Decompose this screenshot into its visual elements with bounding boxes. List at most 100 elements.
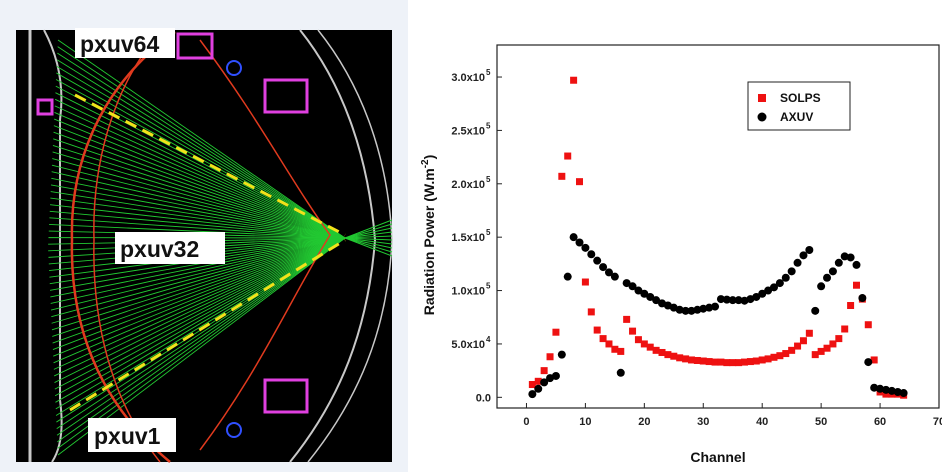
x-tick-label: 60 [874, 416, 886, 428]
y-tick-label: 5.0x10 [451, 339, 485, 351]
sightline-exit [344, 235, 393, 239]
label-pxuv64: pxuv64 [80, 31, 159, 57]
solps-point [735, 359, 743, 367]
sightline [57, 237, 346, 443]
axuv-point [899, 389, 908, 398]
inner-wall-port [36, 98, 54, 116]
axuv-point [781, 273, 790, 282]
axuv-point [799, 251, 808, 260]
axuv-point [752, 292, 761, 301]
plot-frame [496, 44, 940, 409]
y-axis-title: Radiation Power (W.m-2) [420, 155, 437, 316]
solps-point [717, 358, 725, 366]
sightline-exit [344, 237, 393, 245]
axuv-point [610, 272, 619, 281]
x-tick-label: 30 [697, 416, 709, 428]
solps-point [528, 381, 536, 389]
axuv-point [811, 306, 820, 315]
sightline [53, 237, 346, 370]
solps-point [640, 340, 648, 348]
sightline-exit [344, 237, 393, 249]
label-middle-background [115, 232, 225, 264]
solps-point [682, 355, 690, 363]
sightline [51, 237, 346, 331]
axuv-point [887, 386, 896, 395]
axuv-point [622, 279, 631, 288]
axuv-point [876, 384, 885, 393]
solps-point [870, 356, 878, 364]
label-top-background [75, 28, 175, 58]
legend-label: AXUV [780, 110, 813, 124]
axuv-point [734, 296, 743, 305]
solps-point [646, 343, 654, 351]
axuv-point [575, 238, 584, 247]
label-pxuv32: pxuv32 [120, 236, 199, 262]
sightline [50, 197, 346, 239]
sightline [52, 151, 346, 239]
axuv-point [705, 303, 714, 312]
solps-point [782, 350, 790, 358]
y-tick-exponent: 4 [486, 335, 491, 344]
solps-point [864, 321, 872, 329]
solps-point [611, 345, 619, 353]
axuv-point [534, 384, 543, 393]
solps-point [723, 359, 731, 367]
lower-coil-marker [226, 422, 242, 438]
sightline-fan [48, 39, 393, 456]
solps-point [623, 315, 631, 323]
axuv-point [864, 358, 873, 367]
axuv-point [581, 243, 590, 252]
sightline [50, 237, 346, 311]
axuv-point [593, 256, 602, 265]
x-axis-title: Channel [690, 449, 745, 465]
sightline-exit [344, 237, 393, 257]
lower-right-port-structure [263, 378, 309, 414]
sightline [51, 171, 346, 239]
label-bottom-background [88, 418, 176, 452]
axuv-point [693, 305, 702, 314]
solps-point [699, 357, 707, 365]
x-tick-label: 20 [638, 416, 650, 428]
axuv-point [699, 304, 708, 313]
solps-point [823, 344, 831, 352]
sightline [49, 210, 346, 239]
solps-point [587, 308, 595, 316]
sightline [49, 217, 346, 239]
solps-point [711, 358, 719, 366]
y-tick-exponent: 5 [486, 68, 491, 77]
axuv-point [823, 273, 832, 282]
sightline-exit [344, 223, 393, 239]
sightline [54, 118, 346, 239]
axuv-point [828, 267, 837, 276]
legend-items: SOLPS AXUV [757, 91, 821, 124]
axuv-point [681, 306, 690, 315]
label-pxuv1: pxuv1 [94, 423, 161, 449]
axuv-point [711, 302, 720, 311]
x-axis-ticks: 0 10 20 30 40 50 60 70 [523, 403, 942, 428]
axuv-point [563, 272, 572, 281]
legend-solps-marker [758, 94, 766, 102]
sightline [53, 237, 346, 377]
legend-label: SOLPS [780, 91, 821, 105]
solps-point [540, 367, 548, 375]
axuv-point [551, 371, 560, 380]
y-axis-title-superscript: -2 [420, 159, 431, 168]
solps-point [799, 337, 807, 345]
sightline-exit [344, 237, 393, 241]
vessel-outer-arc [289, 29, 377, 463]
y-tick-label: 2.0x10 [451, 179, 485, 191]
solps-point [758, 356, 766, 364]
axuv-point [634, 286, 643, 295]
solps-point [687, 356, 695, 364]
y-tick-label: 3.0x10 [451, 72, 485, 84]
sightline [54, 105, 346, 239]
sightline [57, 52, 346, 239]
axuv-point [604, 268, 613, 277]
solps-point [788, 346, 796, 354]
sightline [55, 237, 346, 403]
solps-point [599, 335, 607, 343]
sightline [50, 237, 346, 298]
axuv-point [769, 283, 778, 292]
sightline [55, 237, 346, 410]
axuv-point [728, 296, 737, 305]
